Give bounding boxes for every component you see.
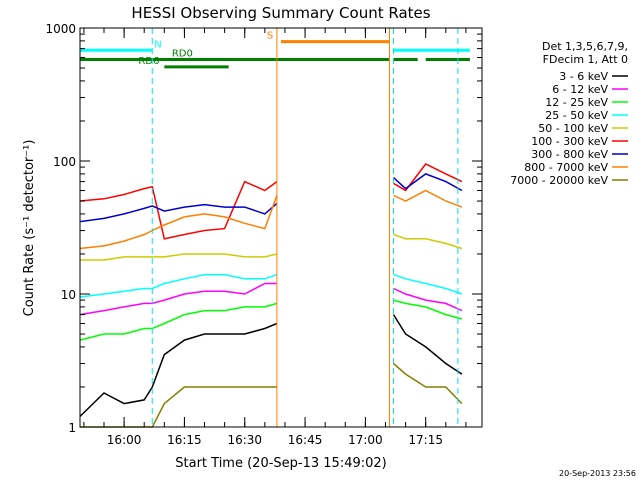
legend-item-label: 800 - 7000 keV	[524, 161, 608, 174]
series-lines	[79, 163, 463, 428]
series-line	[79, 314, 463, 418]
x-tick-label: 17:15	[408, 433, 443, 447]
y-tick-label: 100	[53, 155, 76, 169]
flag-bars: N S RD0 RD6	[79, 31, 470, 69]
flag-label-n: N	[154, 39, 161, 50]
legend-item-label: 7000 - 20000 keV	[510, 174, 608, 187]
legend-item-label: 6 - 12 keV	[552, 83, 608, 96]
series-line	[79, 173, 463, 223]
x-tick-label: 16:15	[167, 433, 202, 447]
legend: Det 1,3,5,6,7,9,FDecim 1, Att 0 3 - 6 keV…	[510, 40, 628, 187]
vertical-markers	[151, 28, 459, 427]
x-tick-label: 16:30	[227, 433, 262, 447]
chart-title: HESSI Observing Summary Count Rates	[131, 4, 430, 22]
flag-label-rd6: RD6	[138, 56, 159, 67]
axes: 16:00 16:15 16:30 16:45 17:00 17:15 1 10 100 1000	[45, 22, 482, 447]
flag-label-rd0: RD0	[172, 48, 193, 59]
legend-item-label: 25 - 50 keV	[545, 109, 608, 122]
legend-item-label: 3 - 6 keV	[559, 70, 608, 83]
x-tick-label: 17:00	[348, 433, 383, 447]
legend-item-label: 100 - 300 keV	[531, 135, 608, 148]
series-line	[79, 299, 463, 341]
legend-item-label: 12 - 25 keV	[545, 96, 608, 109]
series-line	[79, 233, 463, 261]
x-axis-label: Start Time (20-Sep-13 15:49:02)	[175, 456, 386, 471]
legend-item-label: 50 - 100 keV	[538, 122, 608, 135]
y-tick-label: 1000	[45, 22, 76, 36]
legend-header: FDecim 1, Att 0	[543, 53, 628, 66]
timestamp: 20-Sep-2013 23:56	[559, 469, 636, 478]
x-tick-label: 16:45	[288, 433, 323, 447]
series-line	[79, 282, 463, 316]
series-line	[79, 163, 463, 240]
legend-item-label: 300 - 800 keV	[531, 148, 608, 161]
flag-label-s: S	[267, 31, 273, 42]
legend-header: Det 1,3,5,6,7,9,	[542, 40, 628, 53]
plot-frame	[79, 27, 483, 428]
series-line	[79, 273, 463, 298]
y-tick-label: 10	[61, 288, 76, 302]
series-line	[79, 189, 463, 250]
y-axis-label: Count Rate (s⁻¹ detector⁻¹)	[22, 140, 37, 317]
x-tick-label: 16:00	[107, 433, 142, 447]
series-line	[79, 362, 463, 428]
y-tick-label: 1	[68, 421, 76, 435]
